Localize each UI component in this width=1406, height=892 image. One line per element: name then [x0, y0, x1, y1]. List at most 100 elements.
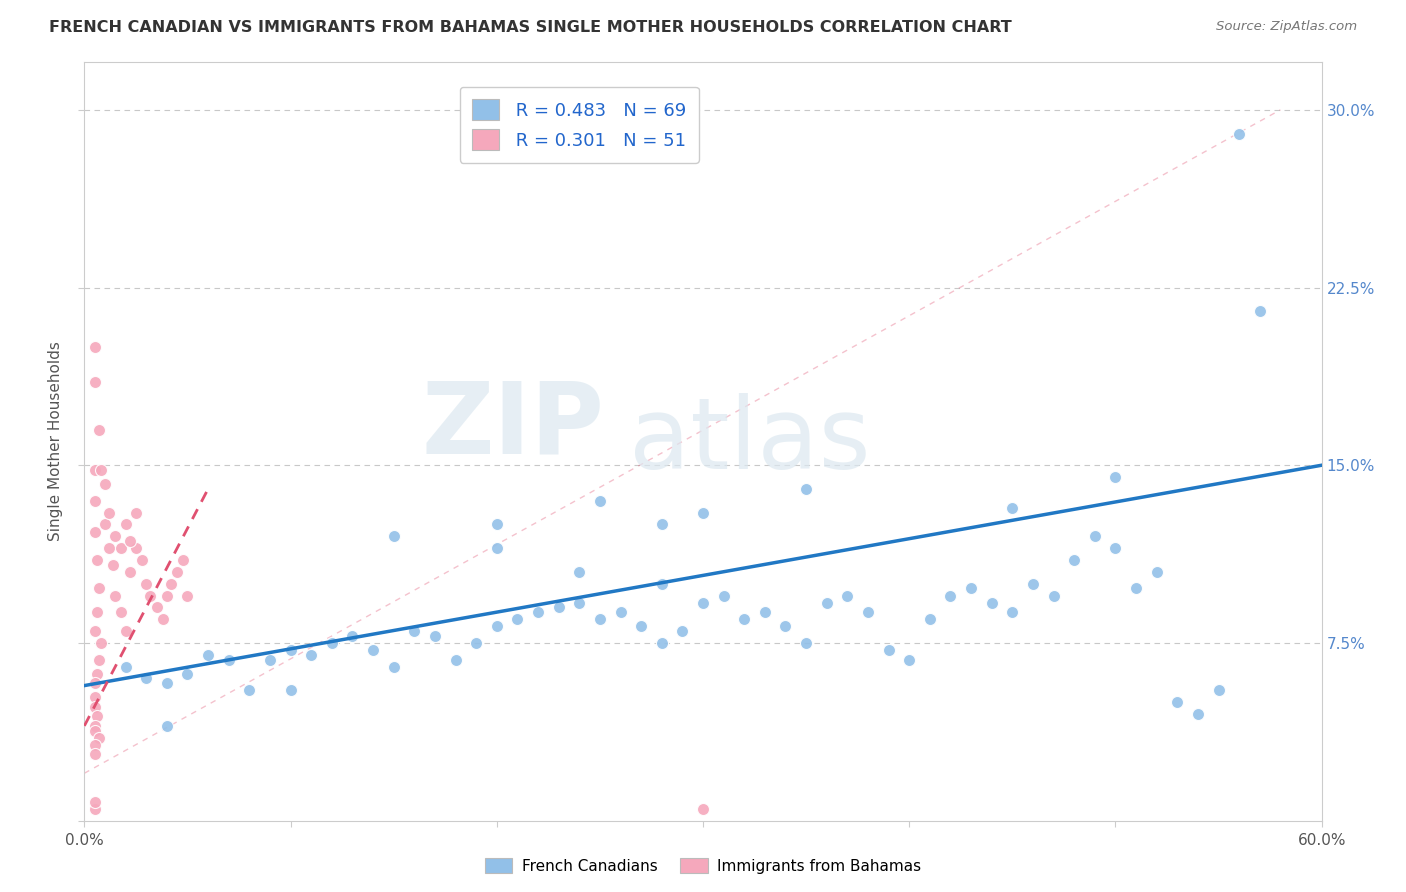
Point	[382, 659, 405, 673]
Point	[713, 589, 735, 603]
Point	[568, 565, 591, 579]
Point	[692, 802, 714, 816]
Point	[651, 636, 673, 650]
Point	[166, 565, 188, 579]
Point	[775, 619, 797, 633]
Point	[86, 553, 108, 567]
Point	[139, 589, 162, 603]
Point	[87, 423, 110, 437]
Point	[1001, 605, 1024, 619]
Point	[118, 534, 141, 549]
Point	[1249, 304, 1271, 318]
Point	[1042, 589, 1064, 603]
Point	[651, 517, 673, 532]
Point	[815, 596, 838, 610]
Point	[86, 709, 108, 723]
Point	[877, 643, 900, 657]
Point	[485, 541, 508, 556]
Point	[172, 553, 194, 567]
Point	[299, 648, 322, 662]
Text: Source: ZipAtlas.com: Source: ZipAtlas.com	[1216, 20, 1357, 33]
Point	[918, 612, 941, 626]
Point	[485, 517, 508, 532]
Point	[1187, 706, 1209, 721]
Point	[856, 605, 879, 619]
Point	[238, 683, 260, 698]
Point	[114, 659, 136, 673]
Point	[176, 589, 198, 603]
Point	[83, 802, 105, 816]
Point	[651, 576, 673, 591]
Point	[83, 690, 105, 705]
Point	[86, 666, 108, 681]
Point	[135, 672, 157, 686]
Point	[83, 723, 105, 738]
Point	[86, 605, 108, 619]
Point	[609, 605, 631, 619]
Point	[83, 738, 105, 752]
Point	[280, 683, 302, 698]
Point	[692, 506, 714, 520]
Point	[87, 582, 110, 596]
Point	[794, 636, 817, 650]
Point	[145, 600, 167, 615]
Text: atlas: atlas	[628, 393, 870, 490]
Point	[131, 553, 153, 567]
Point	[94, 517, 117, 532]
Point	[321, 636, 343, 650]
Point	[361, 643, 384, 657]
Point	[152, 612, 174, 626]
Point	[114, 624, 136, 639]
Point	[103, 558, 125, 572]
Point	[1063, 553, 1085, 567]
Point	[404, 624, 426, 639]
Point	[382, 529, 405, 543]
Point	[280, 643, 302, 657]
Point	[671, 624, 693, 639]
Point	[114, 517, 136, 532]
Point	[465, 636, 488, 650]
Point	[176, 666, 198, 681]
Point	[83, 699, 105, 714]
Point	[104, 529, 127, 543]
Point	[980, 596, 1002, 610]
Point	[506, 612, 529, 626]
Point	[547, 600, 569, 615]
Point	[110, 541, 132, 556]
Text: ZIP: ZIP	[422, 378, 605, 475]
Legend:  R = 0.483   N = 69,  R = 0.301   N = 51: R = 0.483 N = 69, R = 0.301 N = 51	[460, 87, 699, 162]
Point	[754, 605, 776, 619]
Point	[1125, 582, 1147, 596]
Point	[87, 652, 110, 666]
Point	[87, 731, 110, 745]
Point	[527, 605, 550, 619]
Point	[83, 524, 105, 539]
Point	[218, 652, 240, 666]
Point	[444, 652, 467, 666]
Y-axis label: Single Mother Households: Single Mother Households	[48, 342, 63, 541]
Point	[94, 477, 117, 491]
Point	[342, 629, 364, 643]
Point	[156, 589, 179, 603]
Point	[733, 612, 755, 626]
Point	[83, 376, 105, 390]
Point	[1166, 695, 1188, 709]
Point	[83, 719, 105, 733]
Point	[90, 463, 112, 477]
Point	[1208, 683, 1230, 698]
Point	[135, 576, 157, 591]
Point	[83, 795, 105, 809]
Point	[1227, 127, 1250, 141]
Point	[1084, 529, 1107, 543]
Point	[98, 506, 121, 520]
Point	[794, 482, 817, 496]
Point	[692, 596, 714, 610]
Point	[589, 493, 612, 508]
Point	[1146, 565, 1168, 579]
Point	[90, 636, 112, 650]
Point	[104, 589, 127, 603]
Point	[125, 506, 148, 520]
Point	[156, 676, 179, 690]
Point	[156, 719, 179, 733]
Point	[83, 747, 105, 762]
